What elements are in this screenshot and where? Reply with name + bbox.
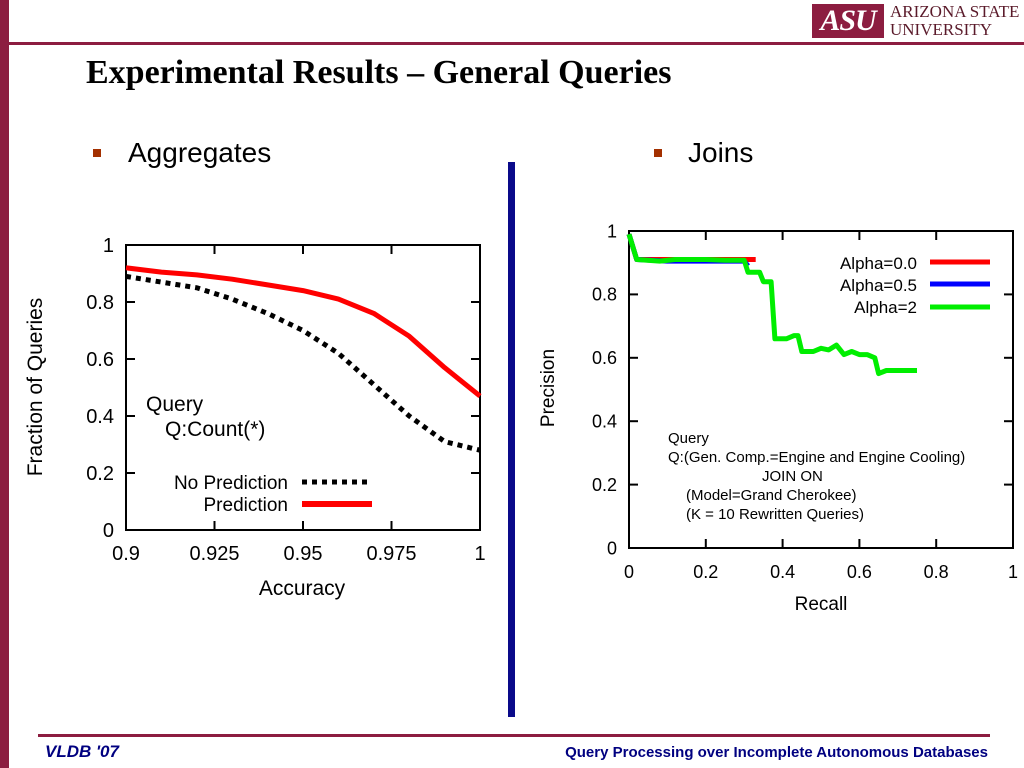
x-axis-label: Accuracy	[259, 577, 346, 600]
x-tick-label: 0.2	[693, 562, 718, 582]
annotation-line-1: Query	[146, 393, 204, 416]
x-tick-label: 0.975	[366, 543, 416, 565]
y-tick-label: 1	[103, 235, 114, 257]
x-tick-label: 0	[624, 562, 634, 582]
annotation-line-4: (Model=Grand Cherokee)	[686, 487, 857, 504]
legend-label-alpha-2: Alpha=2	[854, 298, 917, 317]
series-line-1	[125, 265, 482, 399]
y-tick-label: 0.8	[86, 292, 114, 314]
x-tick-label: 0.925	[189, 543, 239, 565]
footer-title: Query Processing over Incomplete Autonom…	[565, 744, 988, 761]
page-title: Experimental Results – General Queries	[86, 54, 672, 91]
y-tick-label: 0.6	[592, 348, 617, 368]
logo-mark: ASU	[812, 4, 884, 38]
legend-label-alpha-0: Alpha=0.0	[840, 254, 917, 273]
bullet-icon	[93, 149, 101, 157]
y-tick-label: 0.4	[86, 406, 114, 428]
section-label-aggregates: Aggregates	[128, 137, 272, 168]
annotation-line-5: (K = 10 Rewritten Queries)	[686, 506, 864, 523]
y-axis-label: Fraction of Queries	[24, 298, 47, 477]
university-logo: ASU ARIZONA STATE UNIVERSITY	[810, 0, 1024, 42]
x-tick-label: 0.9	[112, 543, 140, 565]
y-tick-label: 1	[607, 221, 617, 241]
x-tick-label: 1	[1008, 562, 1018, 582]
footer-conference: VLDB '07	[45, 742, 119, 761]
y-axis-label: Precision	[538, 349, 559, 427]
y-tick-label: 0	[103, 520, 114, 542]
legend-label-alpha-05: Alpha=0.5	[840, 276, 917, 295]
y-tick-label: 0.6	[86, 349, 114, 371]
footer-rule	[38, 734, 990, 737]
legend-label-no-prediction: No Prediction	[174, 473, 288, 494]
logo-name-line1: ARIZONA STATE	[890, 2, 1020, 21]
header-rule	[9, 42, 1024, 45]
annotation-line-1: Query	[668, 430, 709, 447]
bullet-icon	[654, 149, 662, 157]
y-tick-label: 0.8	[592, 285, 617, 305]
y-tick-label: 0.4	[592, 412, 617, 432]
brand-left-bar	[0, 0, 9, 768]
legend-label-prediction: Prediction	[204, 495, 289, 516]
section-divider	[508, 162, 515, 717]
logo-name-line2: UNIVERSITY	[890, 20, 992, 39]
y-tick-label: 0.2	[86, 463, 114, 485]
x-tick-label: 0.6	[847, 562, 872, 582]
annotation-line-3: JOIN ON	[762, 468, 823, 485]
series-line-0	[626, 233, 756, 262]
x-tick-label: 0.4	[770, 562, 795, 582]
annotation-line-2: Q:Count(*)	[165, 418, 265, 441]
plot-frame	[628, 230, 1014, 549]
x-axis-label: Recall	[795, 594, 848, 615]
y-tick-label: 0.2	[592, 475, 617, 495]
annotation-line-2: Q:(Gen. Comp.=Engine and Engine Cooling)	[668, 449, 965, 466]
series-line-2	[626, 233, 917, 377]
x-tick-label: 0.95	[284, 543, 323, 565]
section-label-joins: Joins	[688, 137, 754, 168]
x-tick-label: 1	[474, 543, 485, 565]
x-tick-label: 0.8	[924, 562, 949, 582]
y-tick-label: 0	[607, 538, 617, 558]
